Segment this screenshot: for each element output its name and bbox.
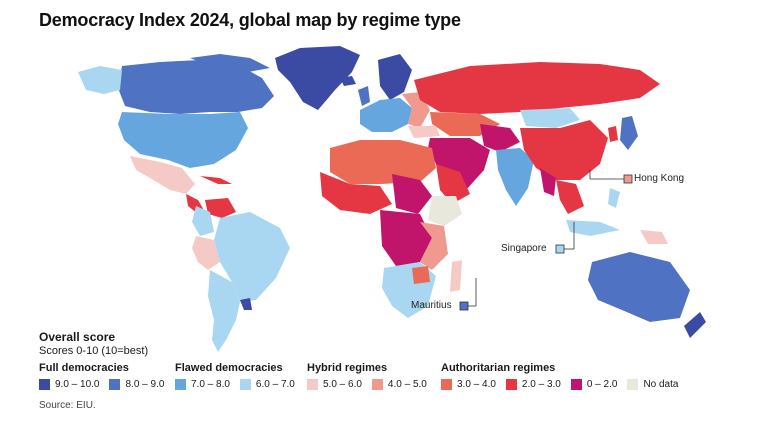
region-madagascar bbox=[450, 260, 462, 292]
legend-item-label: 8.0 – 9.0 bbox=[125, 379, 165, 390]
legend-item: 3.0 – 4.0 bbox=[441, 379, 496, 390]
region-alaska bbox=[78, 66, 122, 94]
legend-item-label: 3.0 – 4.0 bbox=[457, 379, 496, 390]
region-china bbox=[520, 120, 608, 180]
hong-kong-marker bbox=[623, 174, 633, 184]
region-central-africa bbox=[380, 210, 432, 266]
region-new-zealand bbox=[684, 312, 706, 338]
region-russia bbox=[414, 62, 660, 114]
legend-swatch bbox=[441, 379, 452, 390]
region-southeast-asia bbox=[556, 180, 584, 214]
region-western-europe bbox=[360, 98, 412, 132]
singapore-label: Singapore bbox=[501, 243, 547, 254]
region-japan bbox=[620, 116, 638, 150]
legend-item-label: 2.0 – 3.0 bbox=[521, 379, 561, 390]
legend-group-name: Flawed democracies bbox=[175, 362, 283, 374]
region-australia bbox=[588, 252, 690, 322]
legend-item: 9.0 – 10.0 bbox=[39, 379, 99, 390]
legend-swatch bbox=[239, 379, 251, 390]
region-arctic-islands bbox=[190, 54, 270, 72]
legend-swatch bbox=[627, 379, 639, 390]
region-colombia bbox=[192, 206, 214, 236]
singapore-marker bbox=[555, 244, 565, 254]
region-sahel bbox=[392, 174, 432, 214]
source-note: Source: EIU. bbox=[39, 400, 96, 411]
legend-swatch bbox=[570, 379, 582, 390]
region-north-africa bbox=[330, 140, 436, 184]
region-iceland bbox=[340, 76, 356, 86]
region-philippines bbox=[608, 188, 620, 208]
region-canada bbox=[118, 60, 274, 114]
region-zimbabwe bbox=[412, 266, 430, 284]
legend-item-label: 0 – 2.0 bbox=[586, 379, 618, 390]
region-cuba bbox=[200, 176, 232, 184]
region-central-asia bbox=[480, 124, 520, 152]
legend-item-label: 6.0 – 7.0 bbox=[255, 379, 295, 390]
legend-group-name: Hybrid regimes bbox=[307, 362, 388, 374]
region-greenland bbox=[275, 46, 360, 110]
legend-item: 0 – 2.0 bbox=[570, 379, 618, 390]
legend-subheading: Scores 0-10 (10=best) bbox=[39, 345, 149, 357]
legend-swatch bbox=[175, 379, 186, 390]
legend-group-name: Authoritarian regimes bbox=[441, 362, 556, 374]
legend-heading: Overall score bbox=[39, 330, 116, 344]
legend-swatch bbox=[307, 379, 318, 390]
legend-group-flawed-democracies: Flawed democracies 7.0 – 8.0 6.0 – 7.0 bbox=[175, 362, 305, 390]
legend-group-name: Full democracies bbox=[39, 362, 129, 374]
legend-swatch bbox=[505, 379, 517, 390]
legend-group-full-democracies: Full democracies 9.0 – 10.0 8.0 – 9.0 bbox=[39, 362, 174, 390]
legend-group-authoritarian-regimes: Authoritarian regimes 3.0 – 4.0 2.0 – 3.… bbox=[441, 362, 688, 390]
region-mexico bbox=[130, 156, 195, 194]
legend-item: 2.0 – 3.0 bbox=[505, 379, 561, 390]
region-india bbox=[496, 148, 534, 206]
legend-item-label: 7.0 – 8.0 bbox=[191, 379, 230, 390]
legend: Overall score Scores 0-10 (10=best) Full… bbox=[39, 330, 759, 390]
region-png bbox=[640, 230, 668, 244]
legend-swatch bbox=[371, 379, 383, 390]
region-argentina-chile bbox=[208, 270, 240, 352]
legend-item: 6.0 – 7.0 bbox=[239, 379, 295, 390]
region-korea bbox=[608, 126, 618, 142]
legend-item-label: 9.0 – 10.0 bbox=[55, 379, 100, 390]
region-venezuela bbox=[205, 198, 236, 218]
region-turkey bbox=[408, 126, 440, 138]
region-arabia bbox=[436, 164, 470, 204]
region-mongolia bbox=[520, 108, 580, 128]
legend-swatch bbox=[39, 379, 50, 390]
legend-item: 8.0 – 9.0 bbox=[109, 379, 164, 390]
legend-groups: Full democracies 9.0 – 10.0 8.0 – 9.0 Fl… bbox=[39, 362, 759, 402]
legend-item-label: 4.0 – 5.0 bbox=[387, 379, 427, 390]
legend-item-label: No data bbox=[643, 379, 679, 390]
region-horn-africa bbox=[428, 196, 462, 226]
mauritius-label: Mauritius bbox=[411, 300, 452, 311]
legend-item: 5.0 – 6.0 bbox=[307, 379, 362, 390]
region-peru-bolivia bbox=[192, 236, 220, 270]
region-brazil bbox=[214, 212, 290, 302]
legend-group-hybrid-regimes: Hybrid regimes 5.0 – 6.0 4.0 – 5.0 bbox=[307, 362, 437, 390]
legend-item-label: 5.0 – 6.0 bbox=[323, 379, 362, 390]
region-uruguay bbox=[240, 298, 252, 310]
region-west-africa bbox=[320, 172, 392, 214]
hong-kong-label: Hong Kong bbox=[634, 173, 685, 184]
legend-item: 7.0 – 8.0 bbox=[175, 379, 230, 390]
legend-item: No data bbox=[627, 379, 678, 390]
region-east-africa bbox=[420, 222, 448, 270]
map-title: Democracy Index 2024, global map by regi… bbox=[39, 10, 461, 30]
region-uk bbox=[358, 86, 370, 106]
region-indonesia bbox=[566, 220, 620, 236]
legend-item: 4.0 – 5.0 bbox=[371, 379, 427, 390]
region-myanmar bbox=[540, 168, 556, 196]
region-scandinavia bbox=[378, 54, 412, 100]
legend-swatch bbox=[109, 379, 121, 390]
region-usa bbox=[118, 112, 248, 168]
mauritius-marker bbox=[459, 301, 469, 311]
